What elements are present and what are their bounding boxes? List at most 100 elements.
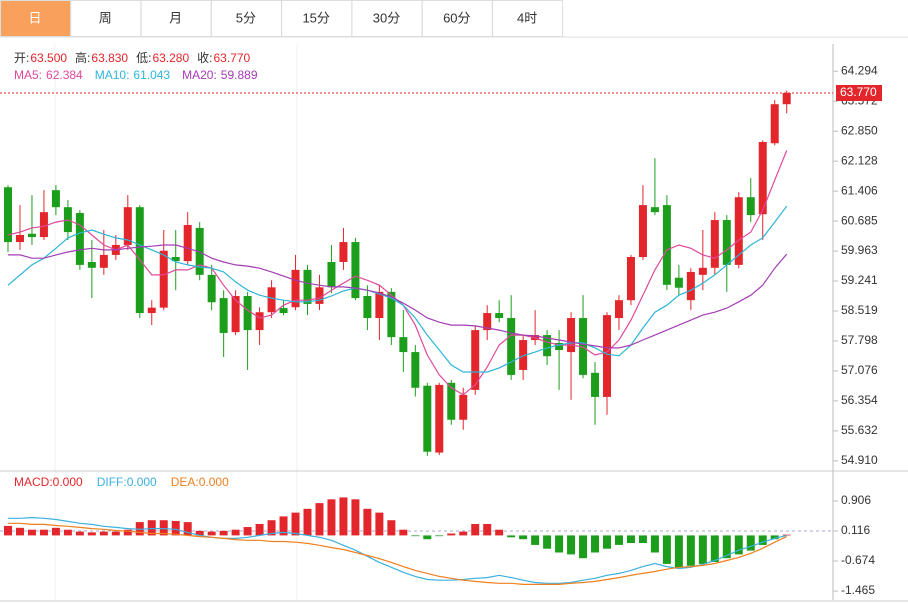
macd-bar — [183, 522, 192, 536]
y-tick-label: 54.910 — [841, 453, 878, 467]
candle-body — [243, 296, 252, 331]
candle-body — [579, 318, 588, 375]
last-price-box — [836, 84, 882, 101]
tab[interactable]: 15分 — [281, 0, 353, 37]
legend-name: MA10: — [95, 68, 130, 82]
macd-bar — [279, 516, 288, 536]
candle-body — [782, 92, 791, 105]
ma-line — [8, 244, 788, 349]
candle-body — [662, 205, 671, 285]
candle-body — [507, 318, 516, 375]
candle-body — [495, 313, 504, 319]
legend-name: MA20: — [182, 68, 217, 82]
header-value: 63.830 — [91, 51, 128, 65]
candle-body — [183, 225, 192, 262]
candle-body — [171, 257, 180, 262]
tab-label: 30分 — [373, 10, 400, 25]
macd-bar — [614, 535, 623, 545]
candle-body — [219, 298, 228, 333]
y-tick-label: 57.076 — [841, 363, 878, 377]
y-tick-label: -0.674 — [841, 553, 875, 567]
tab[interactable]: 日 — [0, 0, 71, 37]
macd-bar — [387, 520, 396, 536]
candle-body — [650, 207, 659, 213]
macd-bar — [363, 508, 372, 536]
ma-line — [7, 205, 788, 373]
tab-box — [140, 0, 212, 37]
macd-bar — [219, 530, 228, 536]
tab-label: 5分 — [236, 10, 256, 25]
candle-body — [87, 261, 96, 268]
candle-body — [279, 308, 288, 314]
macd-bar — [147, 520, 156, 536]
tab[interactable]: 月 — [140, 0, 212, 37]
candle-body — [159, 250, 168, 308]
tab[interactable]: 30分 — [351, 0, 423, 37]
macd-bar — [207, 531, 216, 536]
y-tick-label: 55.632 — [841, 423, 878, 437]
tab[interactable]: 周 — [70, 0, 142, 37]
candle-body — [75, 212, 84, 265]
tab[interactable]: 60分 — [421, 0, 493, 37]
macd-bar — [255, 524, 264, 536]
macd-bar — [698, 535, 707, 564]
tab-box — [281, 0, 353, 37]
macd-bar — [555, 535, 564, 553]
candle-body — [411, 352, 420, 388]
macd-bar — [411, 535, 420, 537]
candle-body — [686, 271, 695, 301]
header-value: 63.280 — [152, 51, 189, 65]
macd-bar — [471, 524, 480, 536]
tab-box — [492, 0, 564, 37]
macd-bar — [423, 535, 432, 540]
macd-bar — [531, 535, 540, 545]
candle-body — [435, 384, 444, 453]
legend-value: 0.000 — [53, 475, 83, 489]
tab[interactable]: 4时 — [492, 0, 564, 37]
candle-body — [123, 207, 132, 245]
header-label: 低: — [136, 51, 151, 65]
candle-body — [399, 337, 408, 353]
y-tick-label: 61.406 — [841, 183, 878, 197]
macd-bar — [447, 533, 456, 536]
macd-bar — [674, 535, 683, 568]
macd-bar — [543, 535, 552, 549]
macd-bar — [231, 529, 240, 536]
candle-body — [770, 104, 779, 144]
macd-bar — [99, 531, 108, 536]
macd-bar — [303, 508, 312, 536]
header-value: 63.770 — [213, 51, 250, 65]
macd-bar — [351, 499, 360, 536]
header-label: 收: — [197, 51, 212, 65]
macd-bar — [63, 529, 72, 536]
tab[interactable]: 5分 — [210, 0, 282, 37]
y-tick-label: 62.128 — [841, 153, 878, 167]
candle-body — [363, 296, 372, 319]
candle-body — [710, 220, 719, 268]
legend-value: 59.889 — [221, 68, 258, 82]
candle-body — [614, 300, 623, 319]
macd-bar — [267, 520, 276, 536]
candle-body — [567, 318, 576, 353]
macd-bar — [579, 535, 588, 559]
last-price-label: 63.770 — [840, 85, 877, 99]
legend-value: 61.043 — [133, 68, 170, 82]
candle-body — [698, 267, 707, 275]
legend-name: DEA: — [171, 475, 199, 489]
y-tick-label: 57.798 — [841, 333, 878, 347]
macd-bar — [375, 512, 384, 536]
macd-bar — [567, 535, 576, 555]
candle-body — [603, 315, 611, 397]
candle-body — [147, 307, 156, 314]
macd-bar — [710, 535, 719, 563]
macd-bar — [15, 527, 24, 536]
y-tick-label: 59.963 — [841, 243, 878, 257]
y-tick-label: 60.685 — [841, 213, 878, 227]
macd-bar — [171, 520, 180, 536]
macd-bar — [243, 527, 252, 536]
candle-body — [207, 274, 216, 303]
macd-bar — [519, 535, 528, 540]
macd-bar — [111, 531, 120, 536]
tab-label: 日 — [28, 10, 41, 25]
